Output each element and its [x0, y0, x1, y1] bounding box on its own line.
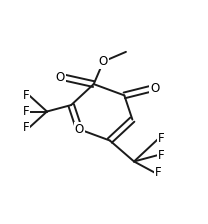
- Text: O: O: [56, 71, 65, 84]
- Text: F: F: [23, 105, 29, 118]
- Text: F: F: [158, 132, 165, 145]
- Text: F: F: [23, 89, 29, 102]
- Text: O: O: [99, 55, 108, 68]
- Text: F: F: [155, 166, 162, 179]
- Text: O: O: [75, 123, 84, 136]
- Text: O: O: [150, 82, 159, 95]
- Text: F: F: [23, 121, 29, 134]
- Text: F: F: [158, 149, 165, 162]
